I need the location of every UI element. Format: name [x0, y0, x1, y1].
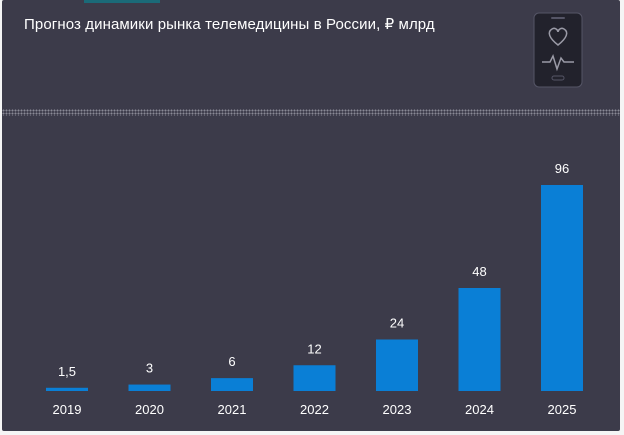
bar-2019: [46, 387, 88, 391]
chart-title: Прогноз динамики рынка телемедицины в Ро…: [24, 16, 435, 33]
accent-strip: [84, 0, 160, 3]
bar-2021: [211, 378, 253, 391]
category-label-2024: 2024: [465, 402, 494, 417]
category-label-2025: 2025: [548, 402, 577, 417]
value-label-2025: 96: [555, 161, 569, 176]
category-label-2020: 2020: [135, 402, 164, 417]
value-label-2023: 24: [390, 316, 404, 331]
bar-2023: [376, 339, 418, 391]
value-label-2021: 6: [228, 354, 235, 369]
category-label-2019: 2019: [53, 402, 82, 417]
value-label-2019: 1,5: [58, 364, 76, 379]
dotted-divider: [2, 109, 620, 116]
category-label-2023: 2023: [383, 402, 412, 417]
value-label-2024: 48: [472, 264, 486, 279]
bar-2025: [541, 185, 583, 391]
phone-heartbeat-icon: [533, 12, 583, 88]
category-label-2021: 2021: [218, 402, 247, 417]
value-label-2022: 12: [307, 341, 321, 356]
bar-2020: [128, 384, 171, 391]
value-label-2020: 3: [146, 361, 153, 376]
bar-2022: [293, 365, 336, 391]
category-label-2022: 2022: [300, 402, 329, 417]
bar-2024: [458, 288, 501, 391]
